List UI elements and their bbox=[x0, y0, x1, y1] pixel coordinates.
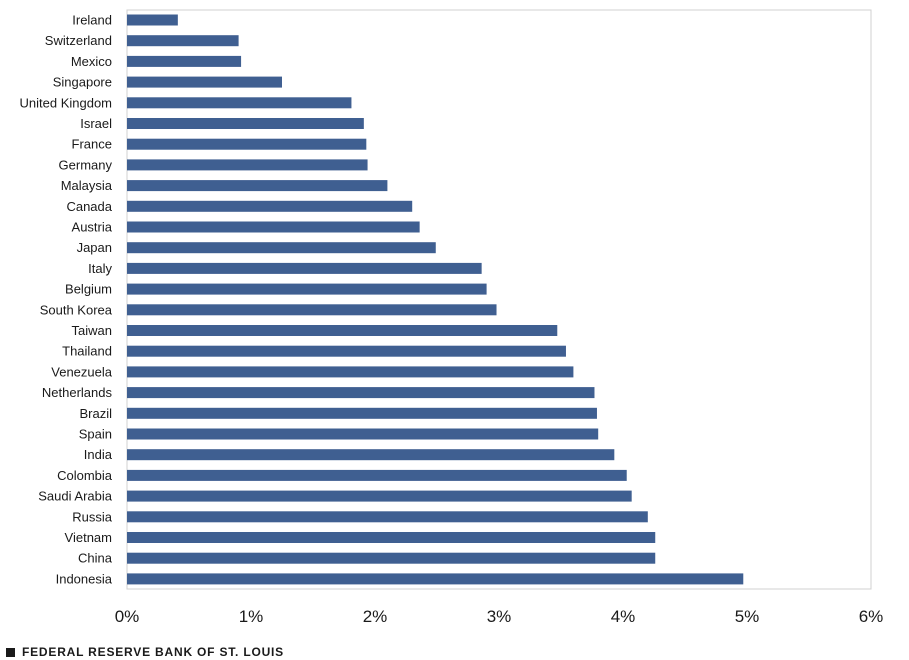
square-icon bbox=[6, 647, 15, 657]
category-label: Ireland bbox=[72, 13, 112, 28]
category-label: Spain bbox=[79, 427, 112, 442]
bar-netherlands bbox=[127, 387, 595, 399]
plot-frame bbox=[126, 9, 872, 590]
category-label: Venezuela bbox=[51, 364, 112, 379]
bars-group bbox=[127, 14, 744, 585]
bar-india bbox=[127, 449, 615, 461]
category-label: Brazil bbox=[79, 406, 112, 421]
category-label: Switzerland bbox=[45, 33, 112, 48]
bar-brazil bbox=[127, 407, 597, 419]
bar-germany bbox=[127, 159, 368, 171]
category-label: Belgium bbox=[65, 282, 112, 297]
category-label: Colombia bbox=[57, 468, 113, 483]
category-label: Vietnam bbox=[65, 530, 112, 545]
category-label: Germany bbox=[59, 157, 113, 172]
bar-thailand bbox=[127, 345, 566, 357]
category-label: Saudi Arabia bbox=[38, 489, 112, 504]
x-tick-label: 0% bbox=[115, 607, 140, 626]
bar-mexico bbox=[127, 55, 242, 67]
x-tick-label: 5% bbox=[735, 607, 760, 626]
bar-singapore bbox=[127, 76, 282, 88]
bar-israel bbox=[127, 118, 364, 129]
category-label: Austria bbox=[72, 220, 113, 235]
category-label: Italy bbox=[88, 261, 112, 276]
bar-france bbox=[127, 138, 367, 150]
bar-venezuela bbox=[127, 366, 574, 378]
category-label: South Korea bbox=[40, 302, 113, 317]
category-label: Israel bbox=[80, 116, 112, 131]
x-tick-labels: 0% 1% 2% 3% 4% 5% 6% bbox=[115, 607, 884, 626]
bar-south-korea bbox=[127, 304, 497, 316]
bar-indonesia bbox=[127, 573, 744, 585]
x-tick-label: 2% bbox=[363, 607, 388, 626]
source-footer: FEDERAL RESERVE BANK OF ST. LOUIS bbox=[6, 645, 284, 659]
bar-malaysia bbox=[127, 180, 388, 192]
bar-austria bbox=[127, 221, 420, 233]
category-label: Malaysia bbox=[61, 178, 113, 193]
bar-vietnam bbox=[127, 532, 656, 543]
bar-united-kingdom bbox=[127, 97, 352, 109]
footer-text: FEDERAL RESERVE BANK OF ST. LOUIS bbox=[22, 645, 284, 659]
bar-ireland bbox=[127, 14, 178, 26]
x-tick-label: 6% bbox=[859, 607, 884, 626]
bar-chart: Ireland Switzerland Mexico Singapore United … bbox=[20, 9, 884, 626]
category-label: Indonesia bbox=[56, 571, 113, 586]
category-labels: Ireland Switzerland Mexico Singapore United … bbox=[20, 13, 113, 587]
category-label: United Kingdom bbox=[20, 95, 113, 110]
x-tick-label: 3% bbox=[487, 607, 512, 626]
x-tick-label: 1% bbox=[239, 607, 264, 626]
category-label: Netherlands bbox=[42, 385, 113, 400]
x-tick-label: 4% bbox=[611, 607, 636, 626]
category-label: Mexico bbox=[71, 54, 112, 69]
category-label: Canada bbox=[66, 199, 112, 214]
category-label: China bbox=[78, 551, 113, 566]
category-label: Singapore bbox=[53, 75, 112, 90]
category-label: Russia bbox=[72, 509, 113, 524]
bar-russia bbox=[127, 511, 648, 523]
bar-canada bbox=[127, 200, 413, 212]
bar-italy bbox=[127, 262, 482, 274]
bar-japan bbox=[127, 242, 436, 254]
category-label: Thailand bbox=[62, 344, 112, 359]
bar-china bbox=[127, 552, 656, 564]
bar-taiwan bbox=[127, 325, 558, 336]
category-label: India bbox=[84, 447, 113, 462]
bar-spain bbox=[127, 428, 599, 440]
category-label: Japan bbox=[77, 240, 112, 255]
bar-saudi-arabia bbox=[127, 490, 632, 502]
category-label: Taiwan bbox=[72, 323, 112, 338]
bar-belgium bbox=[127, 283, 487, 295]
bar-colombia bbox=[127, 469, 627, 481]
bar-switzerland bbox=[127, 35, 239, 47]
category-label: France bbox=[72, 137, 112, 152]
